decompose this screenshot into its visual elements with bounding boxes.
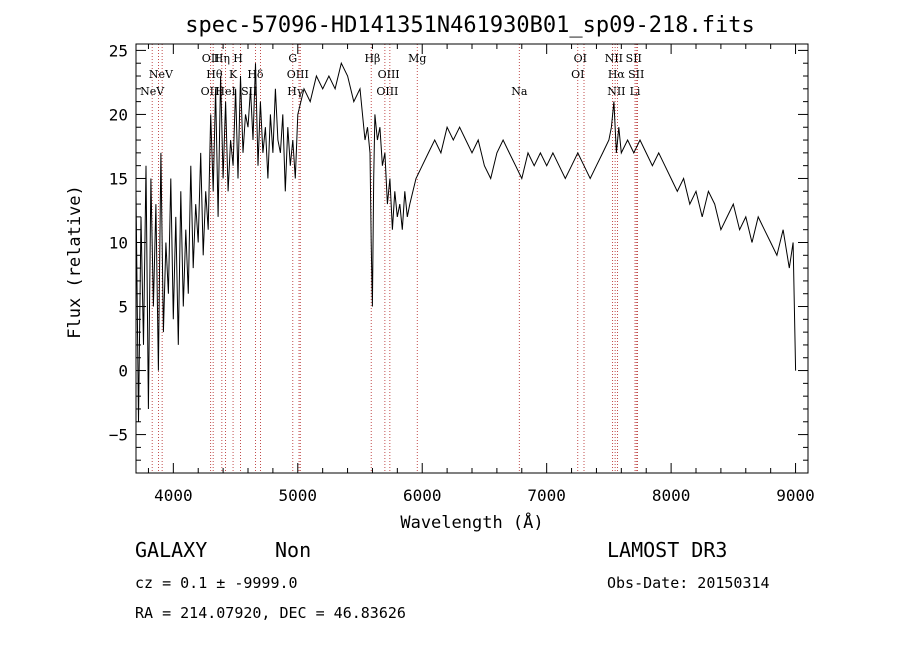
x-axis-label: Wavelength (Å) <box>400 511 543 533</box>
marker-label: OI <box>571 68 584 81</box>
coordinates-line: RA = 214.07920, DEC = 46.83626 <box>135 604 406 622</box>
marker-label: OIII <box>287 68 309 81</box>
marker-label: Li <box>630 85 641 98</box>
marker-label: OI <box>574 52 587 65</box>
marker-label: H <box>233 52 243 65</box>
marker-label: OIII <box>378 68 400 81</box>
axis-ticks: 4000 5000 6000 7000 8000 9000 −5 0 5 10 15 20 25 <box>109 41 815 505</box>
x-tick-label: 9000 <box>776 486 815 505</box>
marker-label: NeV <box>140 85 165 98</box>
marker-label: Hγ <box>287 85 304 98</box>
marker-label: G <box>288 52 297 65</box>
y-tick-label: 25 <box>109 41 128 60</box>
x-tick-label: 8000 <box>652 486 691 505</box>
redshift-line: cz = 0.1 ± -9999.0 <box>135 574 298 592</box>
y-tick-label: −5 <box>109 426 128 445</box>
marker-label: OII <box>202 52 220 65</box>
object-class: GALAXY <box>135 538 208 562</box>
survey-name: LAMOST DR3 <box>607 538 728 562</box>
marker-label: Na <box>511 85 528 98</box>
object-subclass: Non <box>275 538 312 562</box>
y-tick-label: 5 <box>118 298 128 317</box>
x-tick-label: 4000 <box>154 486 193 505</box>
chart-title: spec-57096-HD141351N461930B01_sp09-218.f… <box>185 13 755 38</box>
marker-label: SII <box>626 52 642 65</box>
y-axis-label: Flux (relative) <box>65 185 85 339</box>
marker-label: Hθ <box>206 68 223 81</box>
y-tick-label: 10 <box>109 233 128 252</box>
marker-label: OIII <box>376 85 398 98</box>
marker-label: NII <box>605 52 623 65</box>
plot-frame <box>135 43 809 474</box>
marker-label: SII <box>628 68 644 81</box>
marker-label: Hβ <box>364 52 380 65</box>
marker-label: HeI <box>215 85 235 98</box>
marker-label: OII <box>201 85 219 98</box>
x-tick-label: 6000 <box>403 486 442 505</box>
marker-label: Hα <box>608 68 626 81</box>
x-tick-label: 5000 <box>279 486 318 505</box>
spectrum-line <box>135 61 797 422</box>
marker-label: Hη <box>214 52 230 65</box>
y-tick-label: 15 <box>109 169 128 188</box>
marker-label: SII <box>241 85 257 98</box>
x-tick-label: 7000 <box>527 486 566 505</box>
marker-label: NII <box>607 85 625 98</box>
y-tick-label: 0 <box>118 362 128 381</box>
marker-label: Mg <box>408 52 426 65</box>
y-tick-label: 20 <box>109 105 128 124</box>
observation-date: Obs-Date: 20150314 <box>607 574 770 592</box>
emission-marker-lines <box>151 44 638 473</box>
marker-label: NeV <box>149 68 174 81</box>
marker-label: K <box>229 68 238 81</box>
